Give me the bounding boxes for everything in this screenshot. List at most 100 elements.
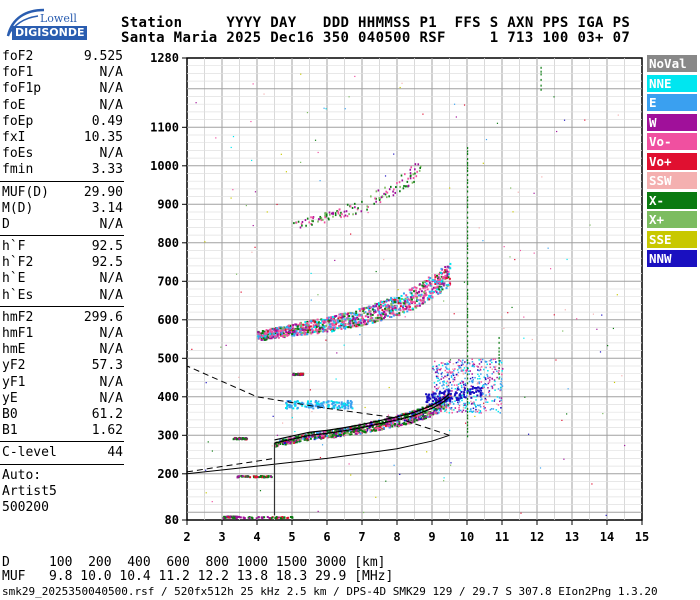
polarization-legend: NoVal NNE E W Vo- Vo+ SSW X- X+ SSE NNW	[647, 55, 697, 270]
echo-point	[373, 311, 376, 314]
echo-point	[488, 390, 491, 392]
echo-point	[422, 415, 425, 418]
echo-point	[292, 372, 295, 375]
echo-point	[362, 308, 365, 311]
echo-point	[362, 318, 365, 321]
echo-point	[295, 330, 298, 333]
echo-point	[488, 360, 491, 362]
echo-point	[287, 440, 290, 443]
echo-point	[394, 306, 397, 309]
echo-point	[447, 388, 450, 390]
echo-point	[300, 222, 303, 225]
echo-point	[439, 382, 441, 384]
echo-point	[442, 377, 445, 379]
echo-point	[337, 327, 340, 330]
echo-point	[390, 310, 393, 313]
echo-point	[501, 373, 503, 376]
echo-point	[266, 515, 269, 518]
echo-point	[349, 317, 352, 320]
echo-point	[306, 322, 309, 325]
echo-point	[272, 415, 274, 417]
echo-point	[321, 403, 324, 406]
echo-point	[453, 103, 456, 105]
echo-point	[254, 246, 256, 248]
x-tick-label: 14	[600, 530, 614, 544]
echo-point	[382, 304, 385, 307]
echo-point	[257, 516, 260, 519]
echo-point	[283, 516, 286, 519]
echo-point	[378, 312, 381, 315]
echo-point	[395, 186, 397, 189]
echo-point	[414, 416, 417, 419]
echo-point	[458, 408, 460, 411]
echo-point	[343, 315, 346, 318]
echo-point	[294, 430, 296, 433]
echo-point	[424, 411, 427, 414]
echo-point	[355, 325, 358, 328]
echo-point	[467, 273, 469, 276]
echo-point	[434, 386, 436, 388]
echo-point	[237, 515, 240, 518]
echo-point	[436, 365, 438, 367]
param-row: B1 1.62	[0, 423, 125, 439]
echo-point	[310, 219, 313, 222]
echo-point	[411, 421, 414, 424]
echo-point	[464, 422, 467, 424]
echo-point	[315, 328, 318, 331]
echo-point	[464, 372, 467, 374]
echo-point	[369, 314, 372, 317]
echo-point	[472, 410, 475, 413]
echo-point	[426, 415, 429, 418]
echo-point	[478, 381, 480, 383]
echo-point	[320, 479, 322, 482]
echo-point	[413, 412, 416, 415]
echo-point	[476, 404, 479, 407]
echo-point	[386, 314, 389, 317]
x-tick-label: 6	[323, 530, 330, 544]
echo-point	[426, 451, 428, 453]
echo-point	[425, 282, 428, 285]
echo-point	[314, 401, 317, 404]
echo-point	[281, 516, 284, 519]
echo-point	[359, 334, 361, 336]
echo-point	[406, 310, 409, 313]
echo-point	[484, 360, 487, 363]
echo-point	[276, 203, 278, 206]
echo-point	[498, 363, 500, 366]
echo-point	[311, 403, 314, 406]
echo-point	[476, 365, 478, 368]
echo-point	[277, 442, 280, 445]
echo-point	[284, 440, 287, 443]
echo-point	[322, 434, 325, 437]
echo-point	[454, 388, 457, 390]
echo-point	[452, 363, 455, 365]
echo-point	[317, 432, 320, 435]
legend-item: NoVal	[647, 55, 697, 72]
echo-point	[254, 476, 257, 479]
echo-point	[423, 293, 426, 296]
echo-point	[370, 423, 373, 426]
echo-point	[511, 306, 513, 309]
echo-point	[380, 312, 383, 315]
echo-point	[467, 349, 469, 352]
echo-point	[360, 318, 363, 321]
echo-point	[456, 369, 459, 371]
param-label: foEp	[2, 113, 34, 129]
echo-point	[327, 405, 330, 408]
echo-point	[358, 425, 361, 428]
echo-point	[470, 385, 473, 387]
echo-point	[452, 403, 455, 405]
echo-point	[436, 377, 438, 379]
echo-point	[459, 393, 462, 396]
echo-point	[472, 362, 475, 365]
echo-point	[359, 425, 362, 428]
echo-point	[265, 329, 268, 332]
echo-point	[426, 414, 429, 417]
echo-point	[276, 327, 279, 330]
echo-point	[363, 511, 365, 514]
echo-point	[467, 269, 469, 272]
echo-point	[460, 396, 463, 399]
echo-point	[296, 334, 299, 337]
echo-point	[449, 392, 452, 395]
echo-point	[331, 327, 334, 330]
